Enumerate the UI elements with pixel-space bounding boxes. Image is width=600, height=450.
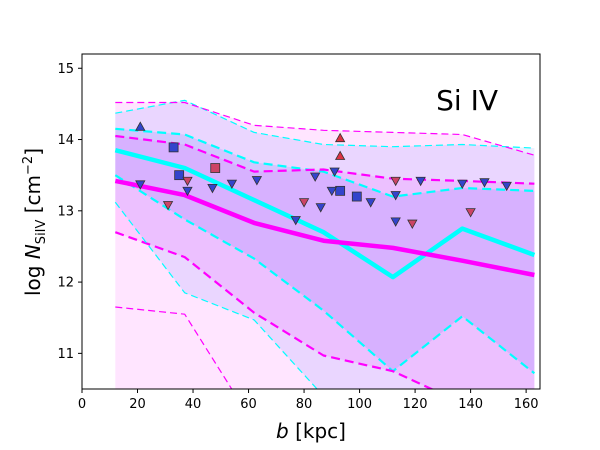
plot-background: [82, 54, 540, 389]
y-tick-label-1: 12: [57, 276, 74, 291]
data-point-22: [390, 176, 401, 187]
data-point-30: [501, 181, 512, 192]
x-tick-label-7: 140: [458, 397, 483, 412]
series-line-8: [115, 101, 535, 156]
data-point-14: [251, 176, 263, 186]
data-point-12: [207, 183, 218, 194]
data-point-19: [326, 186, 337, 197]
y-axis-ticks: 11 12 13 14 15: [57, 62, 82, 362]
series-line-5: [114, 231, 435, 389]
y-axis-label-subscript: SiIV: [34, 219, 49, 244]
data-point-4: [174, 170, 185, 181]
data-point-5: [210, 163, 221, 173]
data-point-23: [390, 191, 401, 201]
data-point-27: [457, 179, 468, 190]
data-point-28: [465, 208, 476, 218]
x-tick-label-5: 100: [347, 397, 372, 412]
data-point-3: [168, 142, 179, 153]
y-axis-label-unit: [cm: [21, 175, 45, 220]
x-tick-label-4: 80: [296, 397, 313, 412]
x-tick-label-6: 120: [403, 397, 428, 412]
data-point-16: [298, 198, 310, 208]
data-point-25: [407, 219, 418, 229]
series-line-6: [115, 99, 535, 149]
series-line-0: [114, 148, 536, 280]
data-point-29: [479, 178, 490, 188]
points-layer: [135, 121, 512, 229]
data-point-18: [315, 203, 326, 213]
data-point-0: [135, 121, 146, 131]
x-axis-ticks: 0 20 40 60 80 100 120 140 160: [78, 389, 539, 412]
y-tick-label-4: 15: [57, 62, 74, 77]
lines-layer: [114, 99, 536, 389]
data-point-10: [182, 176, 193, 187]
data-point-6: [335, 185, 346, 196]
series-line-7: [114, 201, 318, 389]
annotation-label: Si IV: [436, 84, 498, 117]
data-point-13: [226, 179, 238, 190]
data-point-7: [351, 191, 362, 202]
y-tick-label-0: 11: [57, 347, 74, 362]
data-point-21: [365, 198, 376, 208]
plot-frame: [81, 53, 541, 390]
data-point-15: [290, 216, 301, 226]
data-point-8: [135, 180, 146, 190]
data-point-2: [334, 150, 346, 160]
y-axis-label: log NSiIV [cm−2]: [21, 148, 49, 296]
band-3: [115, 136, 535, 389]
band-2: [115, 128, 535, 374]
x-axis-label-variable: b: [276, 419, 289, 443]
y-axis-label-log: log: [21, 259, 45, 296]
x-tick-label-3: 60: [240, 397, 257, 412]
data-point-9: [162, 201, 174, 211]
x-axis-label: b [kpc]: [276, 419, 346, 443]
x-axis-label-unit: [kpc]: [289, 419, 346, 443]
data-point-17: [309, 172, 321, 182]
x-tick-label-1: 20: [129, 397, 146, 412]
data-point-26: [415, 176, 426, 187]
x-tick-label-0: 0: [78, 397, 86, 412]
series-line-1: [114, 178, 535, 278]
data-point-11: [182, 186, 193, 197]
y-tick-label-3: 14: [57, 133, 74, 148]
y-axis-label-close: ]: [21, 148, 45, 156]
data-point-24: [390, 217, 401, 227]
band-0: [115, 102, 535, 389]
x-tick-label-8: 160: [514, 397, 539, 412]
y-axis-label-symbol: N: [21, 244, 45, 259]
y-tick-label-2: 13: [57, 204, 74, 219]
x-tick-label-2: 40: [185, 397, 202, 412]
data-point-20: [329, 167, 340, 177]
data-point-1: [334, 132, 346, 143]
y-axis-label-exponent: −2: [21, 156, 36, 175]
series-line-9: [115, 306, 233, 389]
